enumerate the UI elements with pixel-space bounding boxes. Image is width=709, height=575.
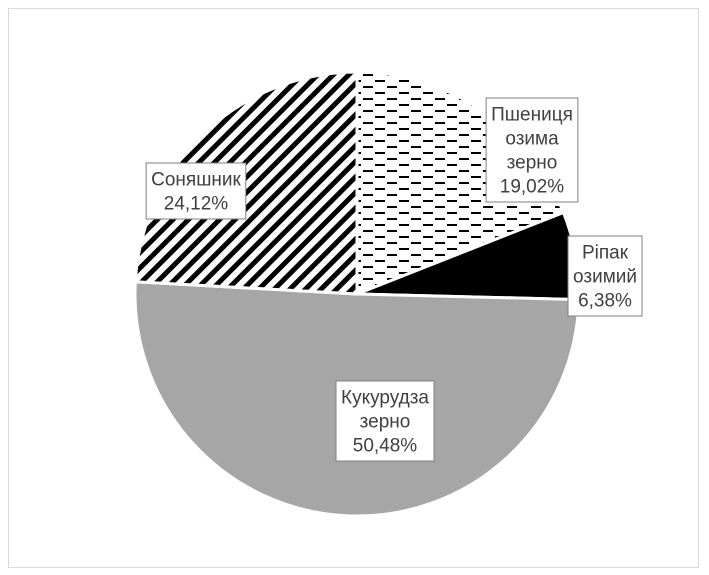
data-label-line: озимий	[573, 267, 637, 288]
data-label-corn: Кукурудза зерно 50,48%	[335, 380, 435, 462]
data-label-box	[335, 380, 435, 462]
data-label-line: Соняшник	[151, 170, 241, 191]
data-label-line: зерно	[360, 412, 411, 433]
data-label-line: Кукурудза	[341, 388, 429, 409]
data-label-line: 50,48%	[353, 436, 418, 457]
data-label-line: зерно	[507, 153, 558, 174]
data-label-box	[145, 162, 247, 220]
data-label-line: 19,02%	[500, 177, 565, 198]
data-label-sunflower: Соняшник 24,12%	[145, 162, 247, 220]
data-label-wheat: Пшениця озима зерно 19,02%	[485, 97, 579, 203]
data-label-line: 24,12%	[164, 194, 229, 215]
data-label-line: Ріпак	[582, 243, 629, 264]
data-label-box	[485, 97, 579, 203]
data-label-line: озима	[505, 129, 559, 150]
data-label-rapeseed: Ріпак озимий 6,38%	[567, 235, 643, 317]
data-label-line: 6,38%	[578, 291, 632, 312]
data-label-line: Пшениця	[491, 105, 573, 126]
data-label-box	[567, 235, 643, 317]
